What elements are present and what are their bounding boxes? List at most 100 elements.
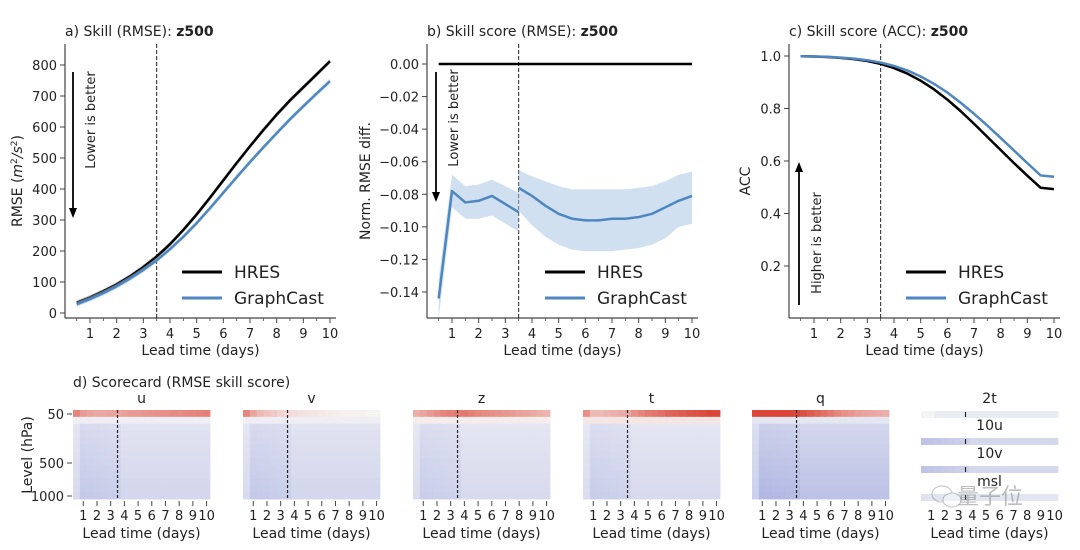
heatmap-cell [543,464,551,473]
heatmap-cell [813,423,821,431]
heatmap-cell [189,430,197,438]
heatmap-cell [332,464,340,473]
heatmap-cell [786,416,794,425]
heatmap-cell [366,464,374,473]
x-axis-label: Lead time (days) [930,526,1048,542]
heatmap-cell [447,492,455,500]
heatmap-cell [141,451,149,459]
heatmap-cell [182,464,190,473]
x-tick-label: 3 [107,509,115,524]
heatmap-cell [196,410,204,418]
heatmap-cell [543,451,551,459]
heatmap-cell [168,464,177,473]
x-tick-label: 8 [635,327,643,342]
y-tick-label: 0.8 [760,103,781,118]
heatmap-cell [243,464,251,473]
heatmap-cell [589,437,598,445]
heatmap-cell [820,485,828,493]
heatmap-cell [827,437,835,445]
heatmap-cell [637,423,646,431]
heatmap-cell [148,451,156,459]
heatmap-cell [996,411,1004,418]
heatmap-cell [610,430,618,438]
heatmap-cell [799,478,808,486]
heatmap-cell [752,464,760,473]
heatmap-cell [508,464,517,473]
heatmap-cell [203,416,211,425]
heatmap-cell [834,444,842,452]
heatmap-cell [243,485,251,493]
x-tick-label: 10 [708,509,725,524]
heatmap-cell [474,423,482,431]
heatmap-cell [134,444,142,452]
heatmap-cell [366,410,374,418]
heatmap-cell [263,416,271,425]
heatmap-cell [1044,494,1052,501]
heatmap-cell [854,423,862,431]
heatmap-cell [290,457,299,466]
heatmap-cell [806,451,815,459]
heatmap-cell [481,492,489,500]
heatmap-cell [713,430,721,438]
heatmap-cell [433,416,441,425]
heatmap-cell [460,492,469,500]
heatmap-cell [256,492,264,500]
heatmap-cell [86,430,94,438]
x-tick-label: 10 [1046,327,1063,342]
heatmap-cell [447,464,455,473]
heatmap-cell [989,438,997,445]
heatmap-cell [685,437,693,445]
heatmap-cell [467,471,476,479]
heatmap-cell [934,466,942,473]
heatmap-cell [692,471,700,479]
heatmap-cell [338,485,347,493]
heatmap-cell [277,492,285,500]
heatmap-cell [799,416,808,425]
heatmap-cell [107,430,115,438]
heatmap-cell [359,444,367,452]
heatmap-cell [141,492,149,500]
heatmap-cell [120,437,129,445]
heatmap-cell [847,437,856,445]
heatmap-cell [134,457,142,466]
heatmap-cell [352,416,360,425]
heatmap-cell [359,410,367,418]
heatmap-cell [127,444,136,452]
heatmap-cell [114,451,122,459]
heatmap-cell [277,471,285,479]
x-tick-label: 1 [419,509,427,524]
heatmap-cell [644,464,652,473]
heatmap-cell [93,492,101,500]
x-tick-label: 8 [997,327,1005,342]
heatmap-cell [249,430,258,438]
heatmap-cell [678,464,687,473]
heatmap-cell [617,437,625,445]
heatmap-cell [665,478,673,486]
heatmap-cell [596,478,604,486]
heatmap-cell [155,471,163,479]
heatmap-cell [249,423,258,431]
heatmap-cell [854,444,862,452]
heatmap-cell [834,410,842,418]
heatmap-cell [249,416,258,425]
heatmap-cell [543,457,551,466]
heatmap-cell [583,457,591,466]
heatmap-cell [256,471,264,479]
heatmap-cell [134,416,142,425]
heatmap-cell [706,410,714,418]
heatmap-cell [536,485,544,493]
heatmap-cell [806,478,815,486]
heatmap-cell [203,423,211,431]
heatmap-cell [637,464,646,473]
y-tick-label: −0.06 [379,156,419,171]
heatmap-cell [996,438,1004,445]
heatmap-cell [243,444,251,452]
heatmap-cell [189,485,197,493]
heatmap-cell [596,464,604,473]
heatmap-cell [304,478,312,486]
heatmap-cell [120,471,129,479]
heatmap-cell [692,478,700,486]
heatmap-cell [304,457,312,466]
x-axis-label: Lead time (days) [252,526,370,542]
heatmap-cell [685,471,693,479]
